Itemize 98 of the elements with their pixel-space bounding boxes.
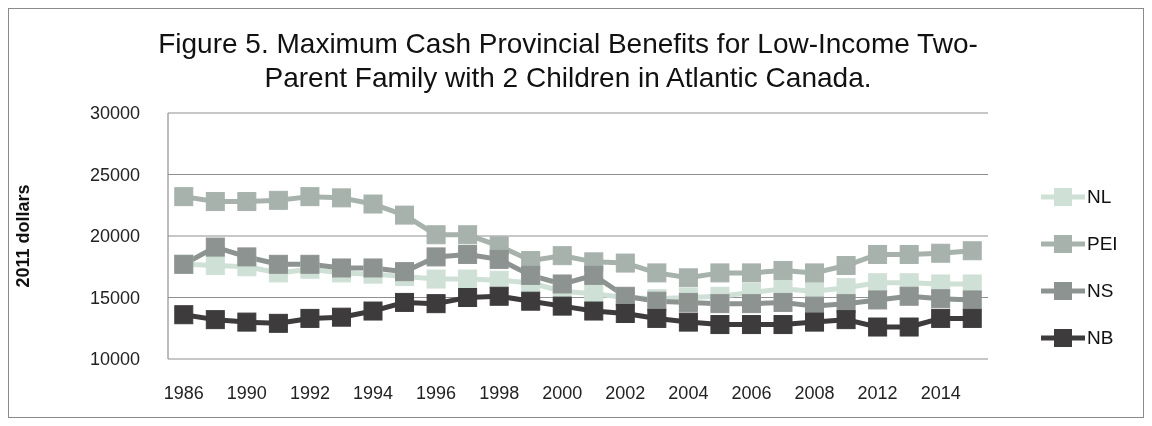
point (363, 301, 383, 321)
point (962, 241, 982, 261)
point (363, 194, 383, 214)
point (647, 308, 667, 328)
point (868, 273, 888, 293)
point (552, 296, 572, 316)
point (268, 254, 288, 274)
point (773, 315, 793, 335)
x-tick-label: 1994 (352, 382, 394, 403)
point (205, 256, 225, 276)
point (300, 254, 320, 274)
x-tick-label: 1992 (289, 382, 330, 403)
point (363, 258, 383, 278)
point (741, 315, 761, 335)
point (931, 289, 951, 309)
point (458, 225, 478, 245)
point (237, 247, 257, 267)
point (268, 313, 288, 333)
point (395, 205, 415, 225)
legend-label: PEI (1087, 232, 1118, 255)
point (268, 190, 288, 210)
x-tick-label: 1986 (163, 382, 204, 403)
point (931, 308, 951, 328)
point (773, 260, 793, 280)
point (615, 253, 635, 273)
legend-label: NL (1087, 185, 1112, 208)
point (174, 187, 194, 207)
point (805, 263, 825, 283)
point (678, 312, 698, 332)
point (836, 310, 856, 330)
y-tick-label: 20000 (89, 226, 140, 247)
point (331, 188, 351, 208)
point (300, 308, 320, 328)
point (931, 243, 951, 263)
point (395, 262, 415, 282)
y-tick-label: 15000 (89, 287, 140, 308)
point (805, 312, 825, 332)
point (962, 290, 982, 310)
point (552, 246, 572, 266)
point (899, 286, 919, 306)
point (426, 294, 446, 314)
x-tick-label: 2008 (794, 382, 835, 403)
point (205, 237, 225, 257)
point (552, 274, 572, 294)
point (458, 244, 478, 264)
x-tick-label: 2012 (857, 382, 898, 403)
point (174, 305, 194, 325)
point (426, 269, 446, 289)
point (489, 249, 509, 269)
x-tick-label: 1998 (479, 382, 520, 403)
point (647, 263, 667, 283)
point (710, 294, 730, 314)
x-tick-label: 2002 (605, 382, 646, 403)
point (331, 307, 351, 327)
point (521, 265, 541, 285)
point (458, 269, 478, 289)
point (489, 286, 509, 306)
point (741, 294, 761, 314)
point (710, 263, 730, 283)
point (521, 291, 541, 311)
point (868, 290, 888, 310)
chart-title: Figure 5. Maximum Cash Provincial Benefits for Low-Income Two-Parent Family with 2 Children in Atlantic Canada. (157, 27, 979, 95)
point (331, 258, 351, 278)
point (710, 315, 730, 335)
point (678, 268, 698, 288)
point (615, 303, 635, 323)
point (205, 310, 225, 330)
point (300, 187, 320, 207)
point (868, 244, 888, 264)
y-tick-label: 25000 (89, 164, 140, 185)
x-tick-label: 2004 (668, 382, 709, 403)
point (962, 308, 982, 328)
point (395, 292, 415, 312)
point (426, 247, 446, 267)
x-tick-label: 1996 (416, 382, 457, 403)
point (741, 263, 761, 283)
y-axis-title: 2011 dollars (13, 184, 34, 288)
point (836, 256, 856, 276)
x-tick-label: 2006 (731, 382, 772, 403)
x-tick-label: 1990 (226, 382, 267, 403)
point (237, 312, 257, 332)
point (584, 265, 604, 285)
point (237, 192, 257, 212)
point (458, 288, 478, 307)
point (205, 192, 225, 212)
point (678, 292, 698, 312)
point (868, 317, 888, 337)
point (899, 244, 919, 264)
y-tick-label: 30000 (89, 103, 140, 124)
legend-label: NS (1087, 279, 1114, 302)
legend-label: NB (1087, 326, 1114, 349)
point (773, 292, 793, 312)
x-tick-label: 2000 (542, 382, 583, 403)
x-tick-label: 2014 (920, 382, 961, 403)
y-tick-label: 10000 (89, 349, 140, 370)
point (584, 301, 604, 321)
point (899, 317, 919, 337)
point (426, 225, 446, 245)
